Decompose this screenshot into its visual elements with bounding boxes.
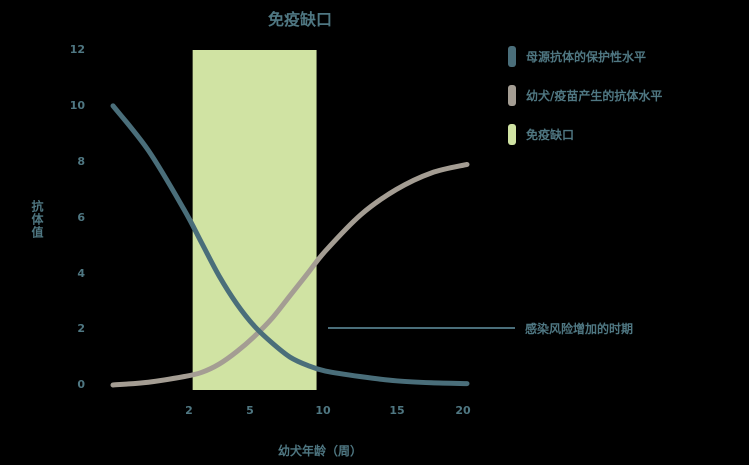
legend-label: 免疫缺口: [526, 128, 575, 142]
legend-item-gap: 免疫缺口: [508, 124, 574, 145]
legend-item-puppy: 幼犬/疫苗产生的抗体水平: [508, 85, 662, 106]
y-tick-label: 0: [77, 378, 85, 391]
legend-swatch: [508, 85, 516, 106]
y-axis-label: 抗体值: [30, 200, 44, 239]
series-maternal-antibody-line: [110, 103, 470, 387]
y-tick-label: 6: [77, 211, 85, 224]
y-tick-label: 4: [77, 267, 85, 280]
series-puppy-antibody-line: [110, 161, 470, 388]
x-tick-label: 10: [315, 404, 331, 417]
y-tick-label: 8: [77, 155, 85, 168]
x-tick-label: 20: [455, 404, 471, 417]
x-axis-label: 幼犬年龄（周）: [277, 444, 362, 458]
legend-swatch: [508, 124, 516, 145]
y-tick-label: 12: [69, 43, 85, 56]
x-tick-label: 15: [389, 404, 405, 417]
legend-label: 母源抗体的保护性水平: [526, 50, 647, 64]
chart-title: 免疫缺口: [267, 10, 332, 29]
annotation-label: 感染风险增加的时期: [525, 322, 634, 336]
legend-swatch: [508, 46, 516, 67]
legend-item-maternal: 母源抗体的保护性水平: [508, 46, 646, 67]
y-tick-label: 2: [77, 322, 85, 335]
x-tick-label: 5: [246, 404, 254, 417]
y-tick-label: 10: [69, 99, 85, 112]
x-tick-label: 2: [185, 404, 193, 417]
legend-label: 幼犬/疫苗产生的抗体水平: [526, 89, 663, 103]
